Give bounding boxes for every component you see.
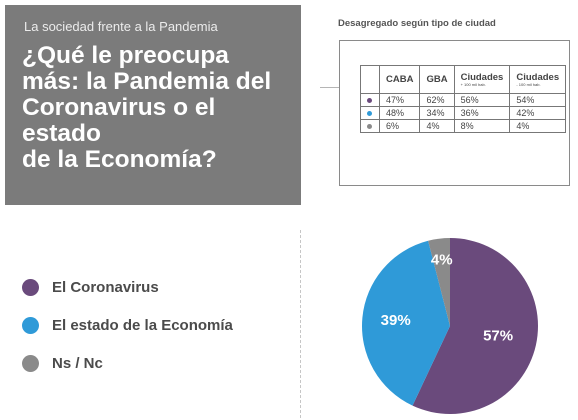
legend-swatch	[22, 354, 39, 372]
table-cell: 4%	[419, 119, 455, 133]
legend-item: El Coronavirus	[22, 276, 159, 298]
pie-slice-label: 57%	[483, 328, 513, 345]
table-row: 6% 4% 8% 4%	[360, 119, 567, 133]
title-panel: La sociedad frente a la Pandemia ¿Qué le…	[5, 5, 301, 205]
dashed-divider	[300, 230, 301, 418]
legend-swatch	[22, 316, 39, 334]
column-header-label: Ciudades	[516, 71, 560, 83]
kicker: La sociedad frente a la Pandemia	[24, 19, 218, 34]
column-header: Ciudades - 100 mil hab.	[509, 65, 567, 94]
headline-line: más: la Pandemia del	[22, 68, 272, 95]
legend-label: El Coronavirus	[52, 278, 159, 296]
legend-label: Ns / Nc	[52, 354, 103, 372]
breakdown-table: CABA GBA Ciudades + 100 mil hab. Ciudade…	[360, 65, 567, 133]
legend-swatch	[22, 278, 39, 296]
table-cell: 4%	[509, 119, 567, 133]
column-header-note: - 100 mil hab.	[516, 81, 541, 87]
legend-item: El estado de la Economía	[22, 314, 233, 336]
headline-line: de la Economía?	[22, 146, 217, 173]
headline-line: Coronavirus o el estado	[22, 94, 216, 147]
breakdown-card: CABA GBA Ciudades + 100 mil hab. Ciudade…	[339, 40, 570, 186]
pie-slice	[428, 238, 450, 326]
column-header: CABA	[378, 65, 421, 94]
pie-slice-label: 39%	[381, 312, 411, 329]
legend-item: Ns / Nc	[22, 352, 103, 374]
headline: ¿Qué le preocupa más: la Pandemia del Co…	[22, 43, 294, 173]
row-color-dot	[367, 124, 372, 130]
pie-slice	[412, 238, 538, 415]
legend-label: El estado de la Economía	[52, 316, 233, 334]
column-header-note: + 100 mil hab.	[460, 81, 486, 87]
row-color-dot	[367, 111, 372, 117]
pie-slice	[362, 240, 450, 406]
column-header: GBA	[419, 65, 455, 94]
connector-line	[320, 87, 339, 88]
pie-slice-label: 4%	[431, 251, 453, 268]
column-header-label: Ciudades	[460, 71, 504, 83]
table-row: 47% 62% 56% 54%	[360, 93, 567, 107]
headline-line: ¿Qué le preocupa	[22, 42, 229, 69]
table-caption: Desagregado según tipo de ciudad	[338, 18, 496, 29]
row-color-dot	[367, 98, 372, 104]
table-cell: 6%	[378, 119, 421, 133]
